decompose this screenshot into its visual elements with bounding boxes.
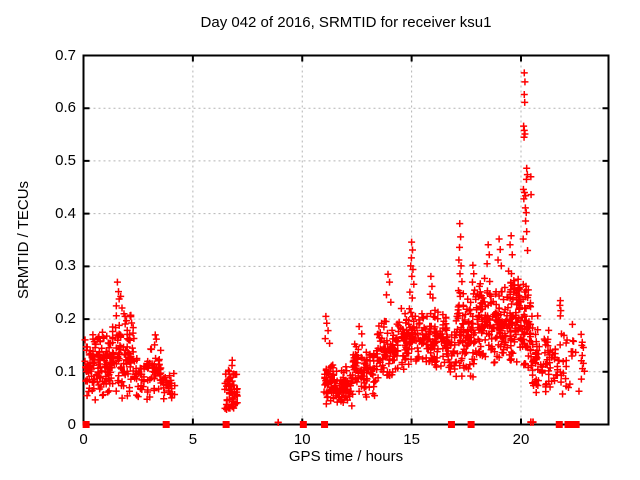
x-tick-label: 10	[293, 431, 311, 448]
y-tick-label: 0.4	[55, 204, 76, 222]
y-tick-label: 0.3	[55, 257, 76, 275]
y-tick-label: 0	[67, 415, 76, 433]
y-tick-label: 0.2	[55, 310, 76, 328]
y-tick-label: 0.1	[55, 362, 76, 380]
y-tick-label: 0.7	[55, 46, 76, 64]
x-tick-label: 15	[403, 431, 420, 448]
x-axis-label: GPS time / hours	[288, 448, 404, 465]
chart-title: Day 042 of 2016, SRMTID for receiver ksu…	[200, 14, 492, 31]
x-tick-label: 5	[188, 431, 198, 448]
x-tick-label: 0	[79, 431, 88, 448]
x-tick-label: 20	[512, 431, 530, 448]
y-tick-label: 0.6	[55, 99, 76, 117]
y-tick-label: 0.5	[55, 151, 76, 169]
